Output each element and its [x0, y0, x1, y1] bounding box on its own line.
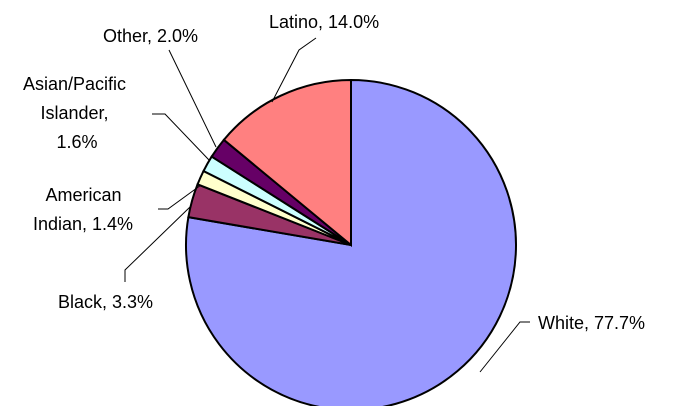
pie-slice-white — [185, 78, 517, 406]
leader-line-asian-pacific-islander — [152, 113, 210, 161]
label-american-indian-line-1: American — [45, 185, 121, 205]
leader-line-latino — [271, 37, 317, 103]
label-american-indian: American Indian, 1.4% — [33, 185, 133, 234]
leader-line-black — [124, 206, 191, 282]
pie-slices — [185, 78, 517, 406]
leader-line-white — [479, 321, 530, 373]
label-white: White, 77.7% — [538, 313, 645, 333]
label-black: Black, 3.3% — [58, 292, 153, 312]
label-other: Other, 2.0% — [103, 26, 198, 46]
label-latino: Latino, 14.0% — [269, 12, 379, 32]
label-asian-pacific-islander-line-3: 1.6% — [56, 132, 97, 152]
leader-line-american-indian — [158, 184, 202, 210]
label-asian-pacific-islander-line-2: Islander, — [40, 103, 108, 123]
pie-slice-latino — [222, 78, 352, 248]
leader-lines — [124, 37, 530, 373]
leader-line-other — [168, 49, 217, 148]
slice-labels: Latino, 14.0% Other, 2.0% Asian/Pacific … — [23, 12, 645, 333]
label-asian-pacific-islander-line-1: Asian/Pacific — [23, 74, 126, 94]
label-asian-pacific-islander: Asian/Pacific Islander, 1.6% — [23, 74, 131, 152]
label-american-indian-line-2: Indian, 1.4% — [33, 214, 133, 234]
